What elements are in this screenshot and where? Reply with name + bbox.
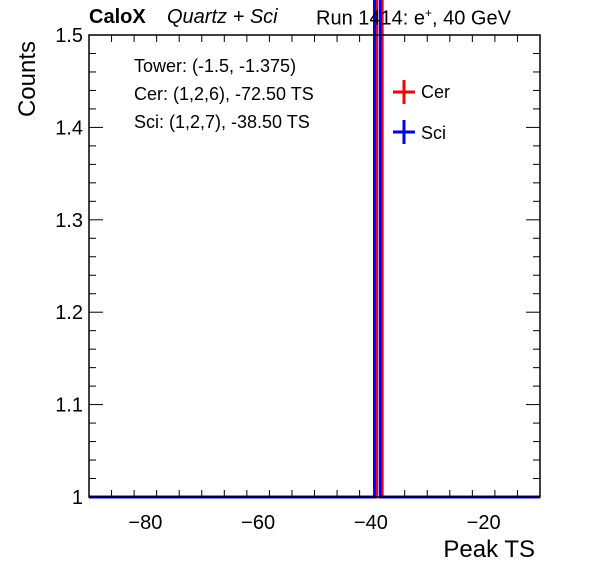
y-tick-label: 1.1 xyxy=(55,395,83,417)
legend-markers xyxy=(393,80,415,144)
x-tick-label: −80 xyxy=(128,512,162,534)
y-axis-label: Counts xyxy=(14,40,41,118)
y-tick-label: 1.4 xyxy=(55,117,83,139)
y-tick-label: 1 xyxy=(72,487,83,509)
y-tick-label: 1.2 xyxy=(55,302,83,324)
y-tick-label: 1.5 xyxy=(55,25,83,47)
info-tower: Tower: (-1.5, -1.375) xyxy=(134,56,297,76)
x-tick-label: −60 xyxy=(241,512,275,534)
info-cer: Cer: (1,2,6), -72.50 TS xyxy=(134,84,314,104)
x-tick-label: −40 xyxy=(354,512,388,534)
run-suffix: , 40 GeV xyxy=(432,7,511,30)
axis-ticks xyxy=(88,34,541,498)
run-sup: + xyxy=(424,6,432,20)
y-tick-label: 1.3 xyxy=(55,210,83,232)
run-title: Run 1414: e+, 40 GeV xyxy=(316,6,511,31)
legend-label-sci: Sci xyxy=(421,123,447,143)
experiment-title: CaloX xyxy=(89,6,146,28)
info-sci: Sci: (1,2,7), -38.50 TS xyxy=(134,112,310,132)
plot-frame xyxy=(88,34,541,498)
run-prefix: Run 1414: e xyxy=(316,7,425,30)
legend-label-cer: Cer xyxy=(421,82,451,102)
x-axis-label: Peak TS xyxy=(443,536,535,563)
x-tick-label: −20 xyxy=(467,512,501,534)
config-title: Quartz + Sci xyxy=(167,6,278,28)
tick-labels: −80 −60 −40 −20 1 1.1 1.2 1.3 1.4 1.5 xyxy=(55,25,500,534)
